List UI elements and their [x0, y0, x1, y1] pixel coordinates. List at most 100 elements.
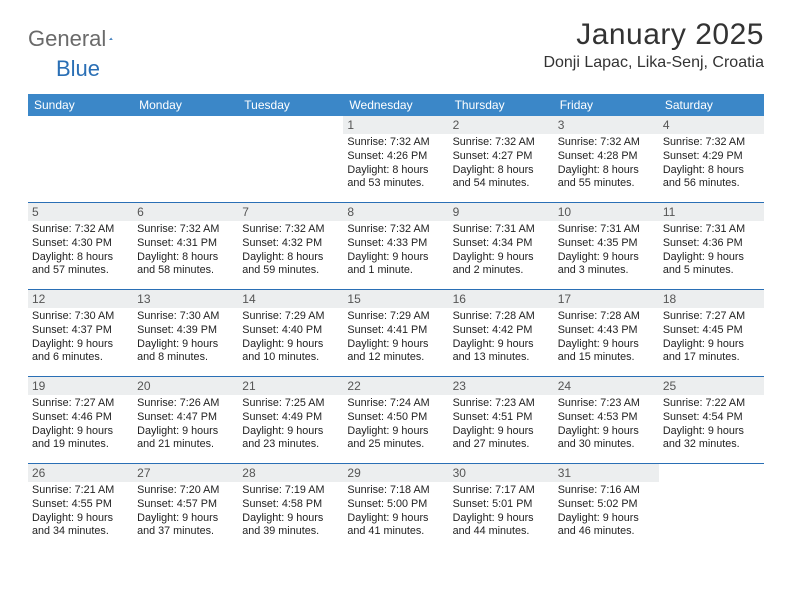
day-cell: 10Sunrise: 7:31 AMSunset: 4:35 PMDayligh…	[554, 203, 659, 289]
day-cell: 29Sunrise: 7:18 AMSunset: 5:00 PMDayligh…	[343, 464, 448, 550]
day-number: 19	[28, 377, 133, 395]
day-details: Sunrise: 7:27 AMSunset: 4:45 PMDaylight:…	[663, 310, 760, 365]
day-details: Sunrise: 7:29 AMSunset: 4:40 PMDaylight:…	[242, 310, 339, 365]
day-details: Sunrise: 7:22 AMSunset: 4:54 PMDaylight:…	[663, 397, 760, 452]
day-details: Sunrise: 7:21 AMSunset: 4:55 PMDaylight:…	[32, 484, 129, 539]
day-cell: 1Sunrise: 7:32 AMSunset: 4:26 PMDaylight…	[343, 116, 448, 202]
day-number: 12	[28, 290, 133, 308]
day-details: Sunrise: 7:25 AMSunset: 4:49 PMDaylight:…	[242, 397, 339, 452]
day-cell: 21 Sunrise: 7:25 AMSunset: 4:49 PMDayligh…	[238, 377, 343, 463]
day-number: 23	[449, 377, 554, 395]
day-cell: 28 Sunrise: 7:19 AMSunset: 4:58 PMDayligh…	[238, 464, 343, 550]
day-number: 30	[449, 464, 554, 482]
day-cell	[238, 116, 343, 202]
day-details: Sunrise: 7:32 AMSunset: 4:32 PMDaylight:…	[242, 223, 339, 278]
day-number: 15	[343, 290, 448, 308]
weekday-header: Saturday	[659, 94, 764, 116]
day-number: 10	[554, 203, 659, 221]
day-details: Sunrise: 7:31 AMSunset: 4:36 PMDaylight:…	[663, 223, 760, 278]
day-cell: 11 Sunrise: 7:31 AMSunset: 4:36 PMDayligh…	[659, 203, 764, 289]
day-details: Sunrise: 7:30 AMSunset: 4:37 PMDaylight:…	[32, 310, 129, 365]
day-details: Sunrise: 7:30 AMSunset: 4:39 PMDaylight:…	[137, 310, 234, 365]
day-number: 14	[238, 290, 343, 308]
brand-name-part2: Blue	[56, 56, 100, 81]
brand-logo: General	[28, 26, 133, 52]
day-number: 9	[449, 203, 554, 221]
day-number: 28	[238, 464, 343, 482]
day-cell	[659, 464, 764, 550]
weeks-container: 1Sunrise: 7:32 AMSunset: 4:26 PMDaylight…	[28, 116, 764, 550]
day-details: Sunrise: 7:24 AMSunset: 4:50 PMDaylight:…	[347, 397, 444, 452]
day-cell: 13 Sunrise: 7:30 AMSunset: 4:39 PMDayligh…	[133, 290, 238, 376]
day-number: 18	[659, 290, 764, 308]
brand-triangle-icon	[109, 30, 113, 48]
day-details: Sunrise: 7:32 AMSunset: 4:27 PMDaylight:…	[453, 136, 550, 191]
day-number: 25	[659, 377, 764, 395]
day-details: Sunrise: 7:32 AMSunset: 4:29 PMDaylight:…	[663, 136, 760, 191]
weekday-header: Thursday	[449, 94, 554, 116]
day-cell: 23 Sunrise: 7:23 AMSunset: 4:51 PMDayligh…	[449, 377, 554, 463]
month-title: January 2025	[543, 18, 764, 52]
day-number: 20	[133, 377, 238, 395]
day-details: Sunrise: 7:19 AMSunset: 4:58 PMDaylight:…	[242, 484, 339, 539]
day-cell: 22 Sunrise: 7:24 AMSunset: 4:50 PMDayligh…	[343, 377, 448, 463]
day-details: Sunrise: 7:16 AMSunset: 5:02 PMDaylight:…	[558, 484, 655, 539]
day-cell: 26 Sunrise: 7:21 AMSunset: 4:55 PMDayligh…	[28, 464, 133, 550]
day-details: Sunrise: 7:26 AMSunset: 4:47 PMDaylight:…	[137, 397, 234, 452]
day-cell: 5 Sunrise: 7:32 AMSunset: 4:30 PMDaylight…	[28, 203, 133, 289]
day-cell: 9 Sunrise: 7:31 AMSunset: 4:34 PMDaylight…	[449, 203, 554, 289]
day-number: 16	[449, 290, 554, 308]
calendar-page: General January 2025 Donji Lapac, Lika-S…	[0, 0, 792, 550]
day-details: Sunrise: 7:20 AMSunset: 4:57 PMDaylight:…	[137, 484, 234, 539]
day-cell: 19Sunrise: 7:27 AMSunset: 4:46 PMDayligh…	[28, 377, 133, 463]
day-details: Sunrise: 7:23 AMSunset: 4:51 PMDaylight:…	[453, 397, 550, 452]
day-details: Sunrise: 7:32 AMSunset: 4:30 PMDaylight:…	[32, 223, 129, 278]
day-cell: 18 Sunrise: 7:27 AMSunset: 4:45 PMDayligh…	[659, 290, 764, 376]
day-number: 26	[28, 464, 133, 482]
week-row: 5 Sunrise: 7:32 AMSunset: 4:30 PMDaylight…	[28, 202, 764, 289]
day-details: Sunrise: 7:17 AMSunset: 5:01 PMDaylight:…	[453, 484, 550, 539]
day-cell: 4Sunrise: 7:32 AMSunset: 4:29 PMDaylight…	[659, 116, 764, 202]
day-cell: 12 Sunrise: 7:30 AMSunset: 4:37 PMDayligh…	[28, 290, 133, 376]
day-cell: 25 Sunrise: 7:22 AMSunset: 4:54 PMDayligh…	[659, 377, 764, 463]
day-number: 22	[343, 377, 448, 395]
weekday-header: Friday	[554, 94, 659, 116]
calendar-grid: Sunday Monday Tuesday Wednesday Thursday…	[28, 94, 764, 550]
day-details: Sunrise: 7:32 AMSunset: 4:31 PMDaylight:…	[137, 223, 234, 278]
day-cell: 15 Sunrise: 7:29 AMSunset: 4:41 PMDayligh…	[343, 290, 448, 376]
weekday-header: Tuesday	[238, 94, 343, 116]
day-details: Sunrise: 7:32 AMSunset: 4:26 PMDaylight:…	[347, 136, 444, 191]
day-details: Sunrise: 7:29 AMSunset: 4:41 PMDaylight:…	[347, 310, 444, 365]
weekday-header: Sunday	[28, 94, 133, 116]
weekday-header: Wednesday	[343, 94, 448, 116]
brand-name-part1: General	[28, 26, 106, 52]
day-cell: 6 Sunrise: 7:32 AMSunset: 4:31 PMDaylight…	[133, 203, 238, 289]
day-number: 8	[343, 203, 448, 221]
day-cell: 3Sunrise: 7:32 AMSunset: 4:28 PMDaylight…	[554, 116, 659, 202]
day-cell: 20 Sunrise: 7:26 AMSunset: 4:47 PMDayligh…	[133, 377, 238, 463]
day-details: Sunrise: 7:28 AMSunset: 4:43 PMDaylight:…	[558, 310, 655, 365]
day-number: 5	[28, 203, 133, 221]
day-number: 6	[133, 203, 238, 221]
week-row: 1Sunrise: 7:32 AMSunset: 4:26 PMDaylight…	[28, 116, 764, 202]
day-cell: 27 Sunrise: 7:20 AMSunset: 4:57 PMDayligh…	[133, 464, 238, 550]
day-cell	[28, 116, 133, 202]
day-details: Sunrise: 7:31 AMSunset: 4:34 PMDaylight:…	[453, 223, 550, 278]
day-cell: 30 Sunrise: 7:17 AMSunset: 5:01 PMDayligh…	[449, 464, 554, 550]
day-cell: 17Sunrise: 7:28 AMSunset: 4:43 PMDayligh…	[554, 290, 659, 376]
day-cell: 2Sunrise: 7:32 AMSunset: 4:27 PMDaylight…	[449, 116, 554, 202]
day-number: 13	[133, 290, 238, 308]
day-cell: 31Sunrise: 7:16 AMSunset: 5:02 PMDayligh…	[554, 464, 659, 550]
weekday-header: Monday	[133, 94, 238, 116]
day-number: 21	[238, 377, 343, 395]
week-row: 19Sunrise: 7:27 AMSunset: 4:46 PMDayligh…	[28, 376, 764, 463]
day-details: Sunrise: 7:32 AMSunset: 4:33 PMDaylight:…	[347, 223, 444, 278]
day-cell: 8 Sunrise: 7:32 AMSunset: 4:33 PMDaylight…	[343, 203, 448, 289]
day-cell: 14 Sunrise: 7:29 AMSunset: 4:40 PMDayligh…	[238, 290, 343, 376]
day-cell	[133, 116, 238, 202]
weekday-header-row: Sunday Monday Tuesday Wednesday Thursday…	[28, 94, 764, 116]
day-number: 11	[659, 203, 764, 221]
day-number: 27	[133, 464, 238, 482]
day-details: Sunrise: 7:28 AMSunset: 4:42 PMDaylight:…	[453, 310, 550, 365]
week-row: 12 Sunrise: 7:30 AMSunset: 4:37 PMDayligh…	[28, 289, 764, 376]
